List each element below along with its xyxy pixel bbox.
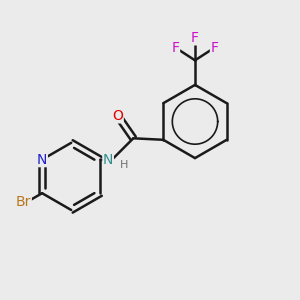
Text: F: F — [172, 41, 179, 55]
Text: H: H — [120, 160, 128, 170]
Text: Br: Br — [16, 195, 31, 209]
Text: F: F — [191, 31, 199, 45]
Text: F: F — [211, 41, 218, 55]
Text: N: N — [37, 153, 47, 166]
Text: O: O — [112, 109, 123, 123]
Text: N: N — [103, 153, 113, 167]
